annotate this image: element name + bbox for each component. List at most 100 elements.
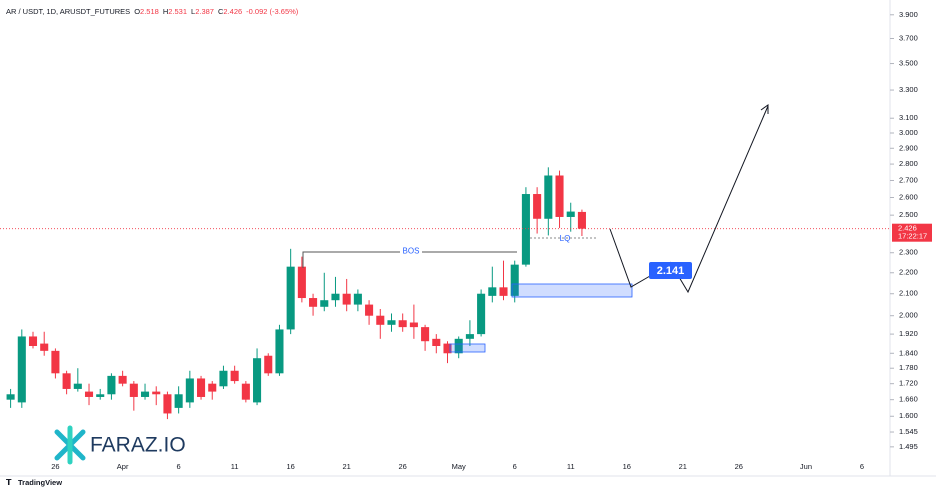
x-tick-label: May	[452, 462, 466, 471]
x-tick-label: 6	[860, 462, 864, 471]
candle-body	[421, 327, 430, 342]
y-tick-label: 1.660	[899, 395, 918, 404]
candle-body	[566, 211, 575, 217]
candle-body	[331, 293, 340, 301]
candle-body	[264, 355, 273, 374]
candle-body	[443, 343, 452, 354]
candle-body	[365, 304, 374, 316]
y-tick-label: 2.100	[899, 289, 918, 298]
candle-body	[253, 358, 262, 403]
candle-body	[275, 329, 284, 374]
x-tick-label: 6	[177, 462, 181, 471]
candle-body	[409, 322, 418, 328]
y-tick-label: 1.720	[899, 379, 918, 388]
target-box	[649, 262, 692, 279]
y-tick-label: 3.100	[899, 113, 918, 122]
candle-body	[51, 350, 60, 374]
countdown: 17:22:17	[898, 232, 927, 241]
candle-body	[208, 383, 217, 392]
candle-body	[544, 175, 553, 219]
y-tick-label: 1.840	[899, 348, 918, 357]
candle-body	[174, 394, 183, 408]
y-tick-label: 1.495	[899, 442, 918, 451]
candle-body	[387, 320, 396, 325]
footer-icon: 𝗧	[6, 478, 12, 487]
candle-body	[197, 378, 206, 397]
o-value: 2.518	[140, 7, 159, 16]
last-price-label: 2.426	[898, 224, 917, 233]
candle-body	[140, 391, 150, 397]
candle-body	[241, 383, 250, 400]
candle-body	[398, 320, 407, 328]
target-label: 2.141	[657, 265, 685, 277]
candle-body	[163, 394, 172, 414]
x-tick-label: 21	[679, 462, 687, 471]
candle-body	[40, 343, 49, 351]
zone-box	[511, 283, 633, 298]
candle-body	[510, 264, 519, 296]
x-tick-label: 11	[231, 462, 239, 471]
candle-body	[118, 375, 127, 384]
candle-body	[432, 338, 441, 346]
candle-body	[129, 383, 138, 397]
candle-body	[6, 394, 15, 400]
candle-body	[62, 373, 71, 389]
y-tick-label: 3.300	[899, 85, 918, 94]
footer-brand: TradingView	[18, 478, 62, 487]
symbol: AR / USDT, 1D, ARUSDT_FUTURES	[6, 7, 130, 16]
y-tick-label: 3.000	[899, 128, 918, 137]
candle-body	[73, 383, 82, 389]
logo-icon	[54, 425, 86, 465]
h-value: 2.531	[168, 7, 187, 16]
candle-body	[286, 266, 295, 330]
logo-text: FARAZ.IO	[90, 434, 186, 457]
y-tick-label: 2.800	[899, 159, 918, 168]
x-tick-label: Jun	[800, 462, 812, 471]
zone-box	[449, 343, 486, 353]
candle-body	[533, 194, 542, 219]
x-tick-label: 16	[623, 462, 631, 471]
x-tick-label: 26	[735, 462, 743, 471]
candle-body	[376, 315, 385, 325]
x-tick-label: 11	[567, 462, 575, 471]
y-tick-label: 1.545	[899, 427, 918, 436]
candle-body	[96, 394, 105, 397]
plot: 3.900 3.700 3.500 3.300 3.100 3.000 2.900 2.800…	[0, 10, 932, 471]
c-label: C	[218, 7, 224, 16]
candle-body	[185, 378, 194, 403]
h-label: H	[163, 7, 168, 16]
candle-body	[152, 391, 161, 395]
candle-body	[84, 391, 94, 397]
candle-body	[219, 370, 228, 387]
x-tick-label: 26	[51, 462, 59, 471]
candle-body	[488, 287, 497, 296]
c-value: 2.426	[223, 7, 242, 16]
candle-body	[477, 293, 486, 335]
y-tick-label: 2.900	[899, 143, 918, 152]
y-tick-label: 2.200	[899, 268, 918, 277]
candle-body	[577, 211, 586, 229]
x-tick-label: 21	[343, 462, 351, 471]
l-label: L	[191, 7, 195, 16]
last-price-box	[892, 223, 932, 242]
bos-label: BOS	[403, 247, 420, 256]
candle-body	[499, 287, 508, 296]
x-tick-label: 16	[286, 462, 294, 471]
candle-body	[521, 194, 530, 265]
l-value: 2.387	[195, 7, 214, 16]
candle-body	[17, 336, 26, 403]
y-tick-label: 3.700	[899, 33, 918, 42]
lq-label: LQ	[560, 234, 571, 243]
y-tick-label: 2.700	[899, 175, 918, 184]
candle-body	[107, 375, 116, 395]
bos-bg	[400, 246, 422, 257]
candle-body	[297, 266, 306, 299]
candle-body	[465, 334, 474, 339]
bos-line	[302, 251, 517, 268]
candle-body	[353, 293, 362, 305]
y-tick-label: 2.000	[899, 311, 918, 320]
change: -0.092 (-3.65%)	[246, 7, 299, 16]
candle-body	[320, 300, 329, 307]
y-tick-label: 2.300	[899, 248, 918, 257]
